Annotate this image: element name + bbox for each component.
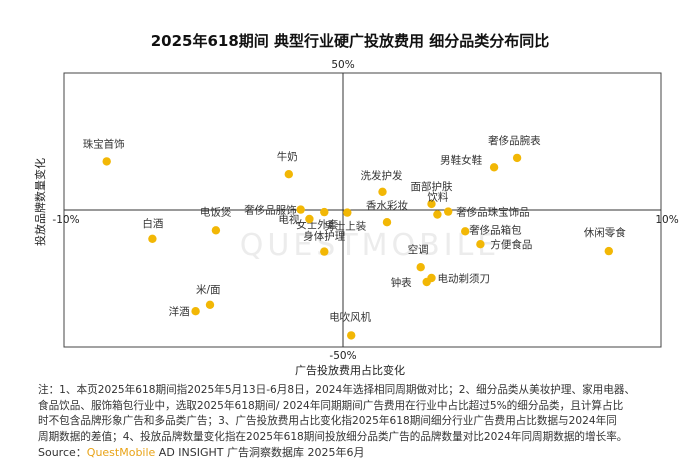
data-point-label: 电饭煲 [200,205,232,218]
data-point [296,205,305,214]
data-point-label: 身体护理 [303,230,345,243]
data-point [284,170,293,179]
data-point [427,199,436,209]
footnotes: 注：1、本页2025年618期间指2025年5月13日-6月8日，2024年选择… [38,383,678,445]
data-point [489,163,499,172]
footnote-line: 注：1、本页2025年618期间指2025年5月13日-6月8日，2024年选择… [38,384,636,396]
data-point-label: 洋酒 [169,305,190,318]
footnote-line: 食品饮品、服饰箱包行业中，选取2025年618期间/ 2024年同期期间广告费用… [38,399,624,412]
source-line: Source：QuestMobile AD INSIGHT 广告洞察数据库 20… [38,444,365,460]
source-brand: QuestMobile [86,446,156,459]
data-point [305,214,314,224]
data-point-label: 面部护肤 [411,180,453,193]
data-point-label: 香水彩妆 [366,199,408,212]
data-point-label: 男鞋女鞋 [440,153,482,166]
data-point [444,207,453,216]
data-point-label: 奢侈品箱包 [469,223,522,236]
source-rest: AD INSIGHT 广告洞察数据库 2025年6月 [155,446,365,459]
data-point [427,273,436,283]
chart-title: 2025年618期间 典型行业硬广投放费用 细分品类分布同比 [150,32,550,50]
footnote-line: 周期数据的差值；4、投放品牌数量变化指在2025年618期间投放细分品类广告的品… [38,430,628,443]
data-point [320,247,329,256]
data-point [191,307,200,316]
data-point-label: 牛奶 [277,150,298,163]
data-point-label: 方便食品 [490,238,532,251]
data-point-label: 奢侈品珠宝饰品 [456,206,530,219]
data-point-label: 电动剃须刀 [438,272,491,285]
data-point-label: 米/面 [196,283,221,296]
data-point [211,226,221,235]
data-point-label: 男士上装 [324,220,366,233]
data-point [347,331,356,340]
data-point-label: 洗发护发 [361,169,403,182]
data-point-label: 休闲零食 [584,226,626,239]
data-point [378,187,387,196]
data-point-label: 奢侈品服饰 [244,204,297,217]
data-point [382,218,392,227]
source-prefix: Source： [38,446,87,459]
data-point-label: 钟表 [391,276,412,289]
y-tick-max: 50% [331,59,354,71]
x-axis-title: 广告投放费用占比变化 [295,363,405,377]
data-point [512,153,522,163]
y-tick-min: -50% [329,350,356,362]
data-point [461,227,470,236]
data-point [343,208,352,217]
data-point [476,240,485,249]
data-point-label: 空调 [408,243,429,256]
data-point [102,157,111,166]
data-point-label: 电视 [278,213,299,226]
scatter-chart: QUESTMOBILE 50% -50% -10% 10% 投放品牌数量变化 广… [33,59,679,377]
x-tick-min: -10% [52,214,79,226]
data-point [205,300,215,309]
data-point-label: 饮料 [427,191,448,204]
data-point-label: 奢侈品腕表 [488,134,541,147]
data-point-label: 白酒 [142,217,163,230]
watermark: QUESTMOBILE [240,228,501,263]
data-point-label: 电吹风机 [329,310,371,323]
y-axis-title: 投放品牌数量变化 [33,158,47,246]
data-point [604,246,613,256]
footnote-line: 时不包含品牌形象广告和多品类广告；3、广告投放费用占比变化指2025年618期间… [38,415,617,428]
data-point-label: 珠宝首饰 [83,137,125,150]
data-point [416,263,425,272]
data-point [148,234,157,243]
data-point [320,207,329,217]
x-tick-max: 10% [655,214,678,226]
data-point [433,210,442,219]
